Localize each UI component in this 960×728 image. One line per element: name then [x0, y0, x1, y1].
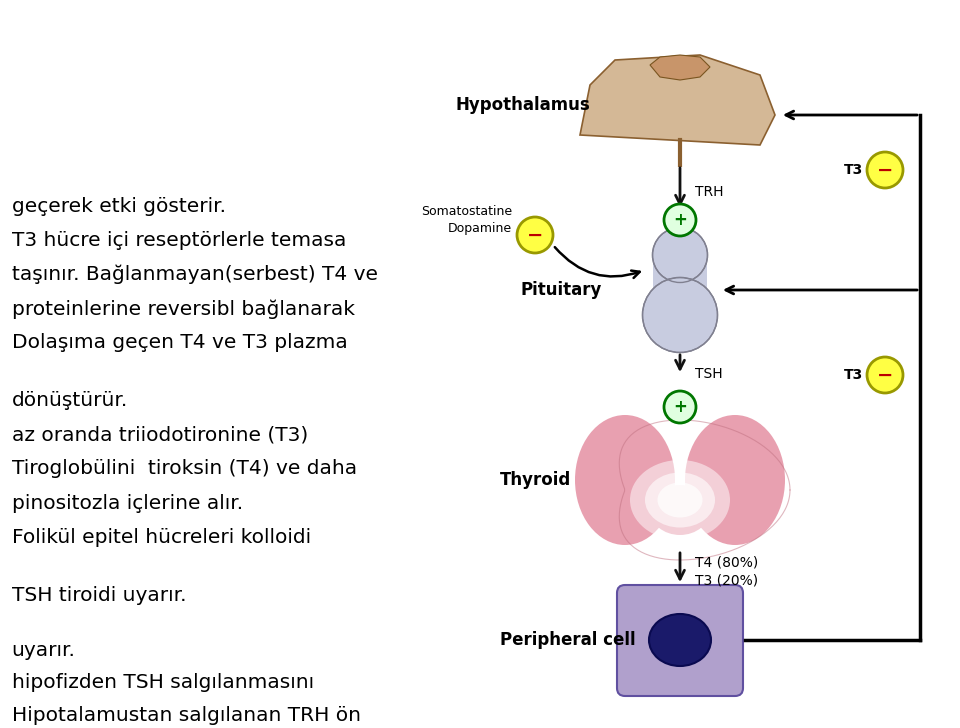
Ellipse shape [649, 614, 711, 666]
Text: TSH tiroidi uyarır.: TSH tiroidi uyarır. [12, 586, 186, 605]
Ellipse shape [575, 415, 675, 545]
Text: −: − [876, 365, 893, 384]
Text: Folikül epitel hücreleri kolloidi: Folikül epitel hücreleri kolloidi [12, 528, 311, 547]
Text: az oranda triiodotironine (T3): az oranda triiodotironine (T3) [12, 425, 308, 444]
Text: Peripheral cell: Peripheral cell [500, 631, 636, 649]
Ellipse shape [685, 415, 785, 545]
Circle shape [664, 204, 696, 236]
Ellipse shape [658, 483, 703, 518]
Text: +: + [673, 398, 687, 416]
Text: +: + [673, 211, 687, 229]
Ellipse shape [653, 227, 708, 282]
Circle shape [517, 217, 553, 253]
Text: T3: T3 [844, 368, 863, 382]
Text: Somatostatine
Dopamine: Somatostatine Dopamine [420, 205, 512, 235]
Text: Tiroglobülini  tiroksin (T4) ve daha: Tiroglobülini tiroksin (T4) ve daha [12, 459, 357, 478]
Text: dönüştürür.: dönüştürür. [12, 391, 128, 410]
Text: Pituitary: Pituitary [520, 281, 601, 299]
Text: pinositozla içlerine alır.: pinositozla içlerine alır. [12, 494, 243, 513]
Text: −: − [527, 226, 543, 245]
Text: Thyroid: Thyroid [500, 471, 571, 489]
Ellipse shape [642, 277, 717, 352]
Text: proteinlerine reversibl bağlanarak: proteinlerine reversibl bağlanarak [12, 299, 354, 319]
Text: −: − [876, 160, 893, 180]
Polygon shape [653, 255, 707, 315]
FancyArrowPatch shape [555, 247, 639, 278]
Text: Hypothalamus: Hypothalamus [455, 96, 590, 114]
Text: Hipotalamustan salgılanan TRH ön: Hipotalamustan salgılanan TRH ön [12, 706, 361, 725]
Polygon shape [650, 55, 710, 80]
Text: Dolaşıma geçen T4 ve T3 plazma: Dolaşıma geçen T4 ve T3 plazma [12, 333, 348, 352]
Circle shape [867, 152, 903, 188]
Text: T4 (80%)
T3 (20%): T4 (80%) T3 (20%) [695, 555, 758, 587]
Text: T3 hücre içi reseptörlerle temasa: T3 hücre içi reseptörlerle temasa [12, 231, 346, 250]
Circle shape [867, 357, 903, 393]
Ellipse shape [650, 485, 710, 535]
Text: geçerek etki gösterir.: geçerek etki gösterir. [12, 197, 226, 215]
Text: taşınır. Bağlanmayan(serbest) T4 ve: taşınır. Bağlanmayan(serbest) T4 ve [12, 265, 377, 285]
Text: TSH: TSH [695, 367, 723, 381]
Ellipse shape [645, 472, 715, 528]
Polygon shape [580, 55, 775, 145]
Text: uyarır.: uyarır. [12, 641, 76, 660]
Text: TRH: TRH [695, 185, 724, 199]
Text: T3: T3 [844, 163, 863, 177]
Text: hipofizden TSH salgılanmasını: hipofizden TSH salgılanmasını [12, 673, 314, 692]
Circle shape [664, 391, 696, 423]
Ellipse shape [630, 460, 730, 540]
FancyBboxPatch shape [617, 585, 743, 696]
